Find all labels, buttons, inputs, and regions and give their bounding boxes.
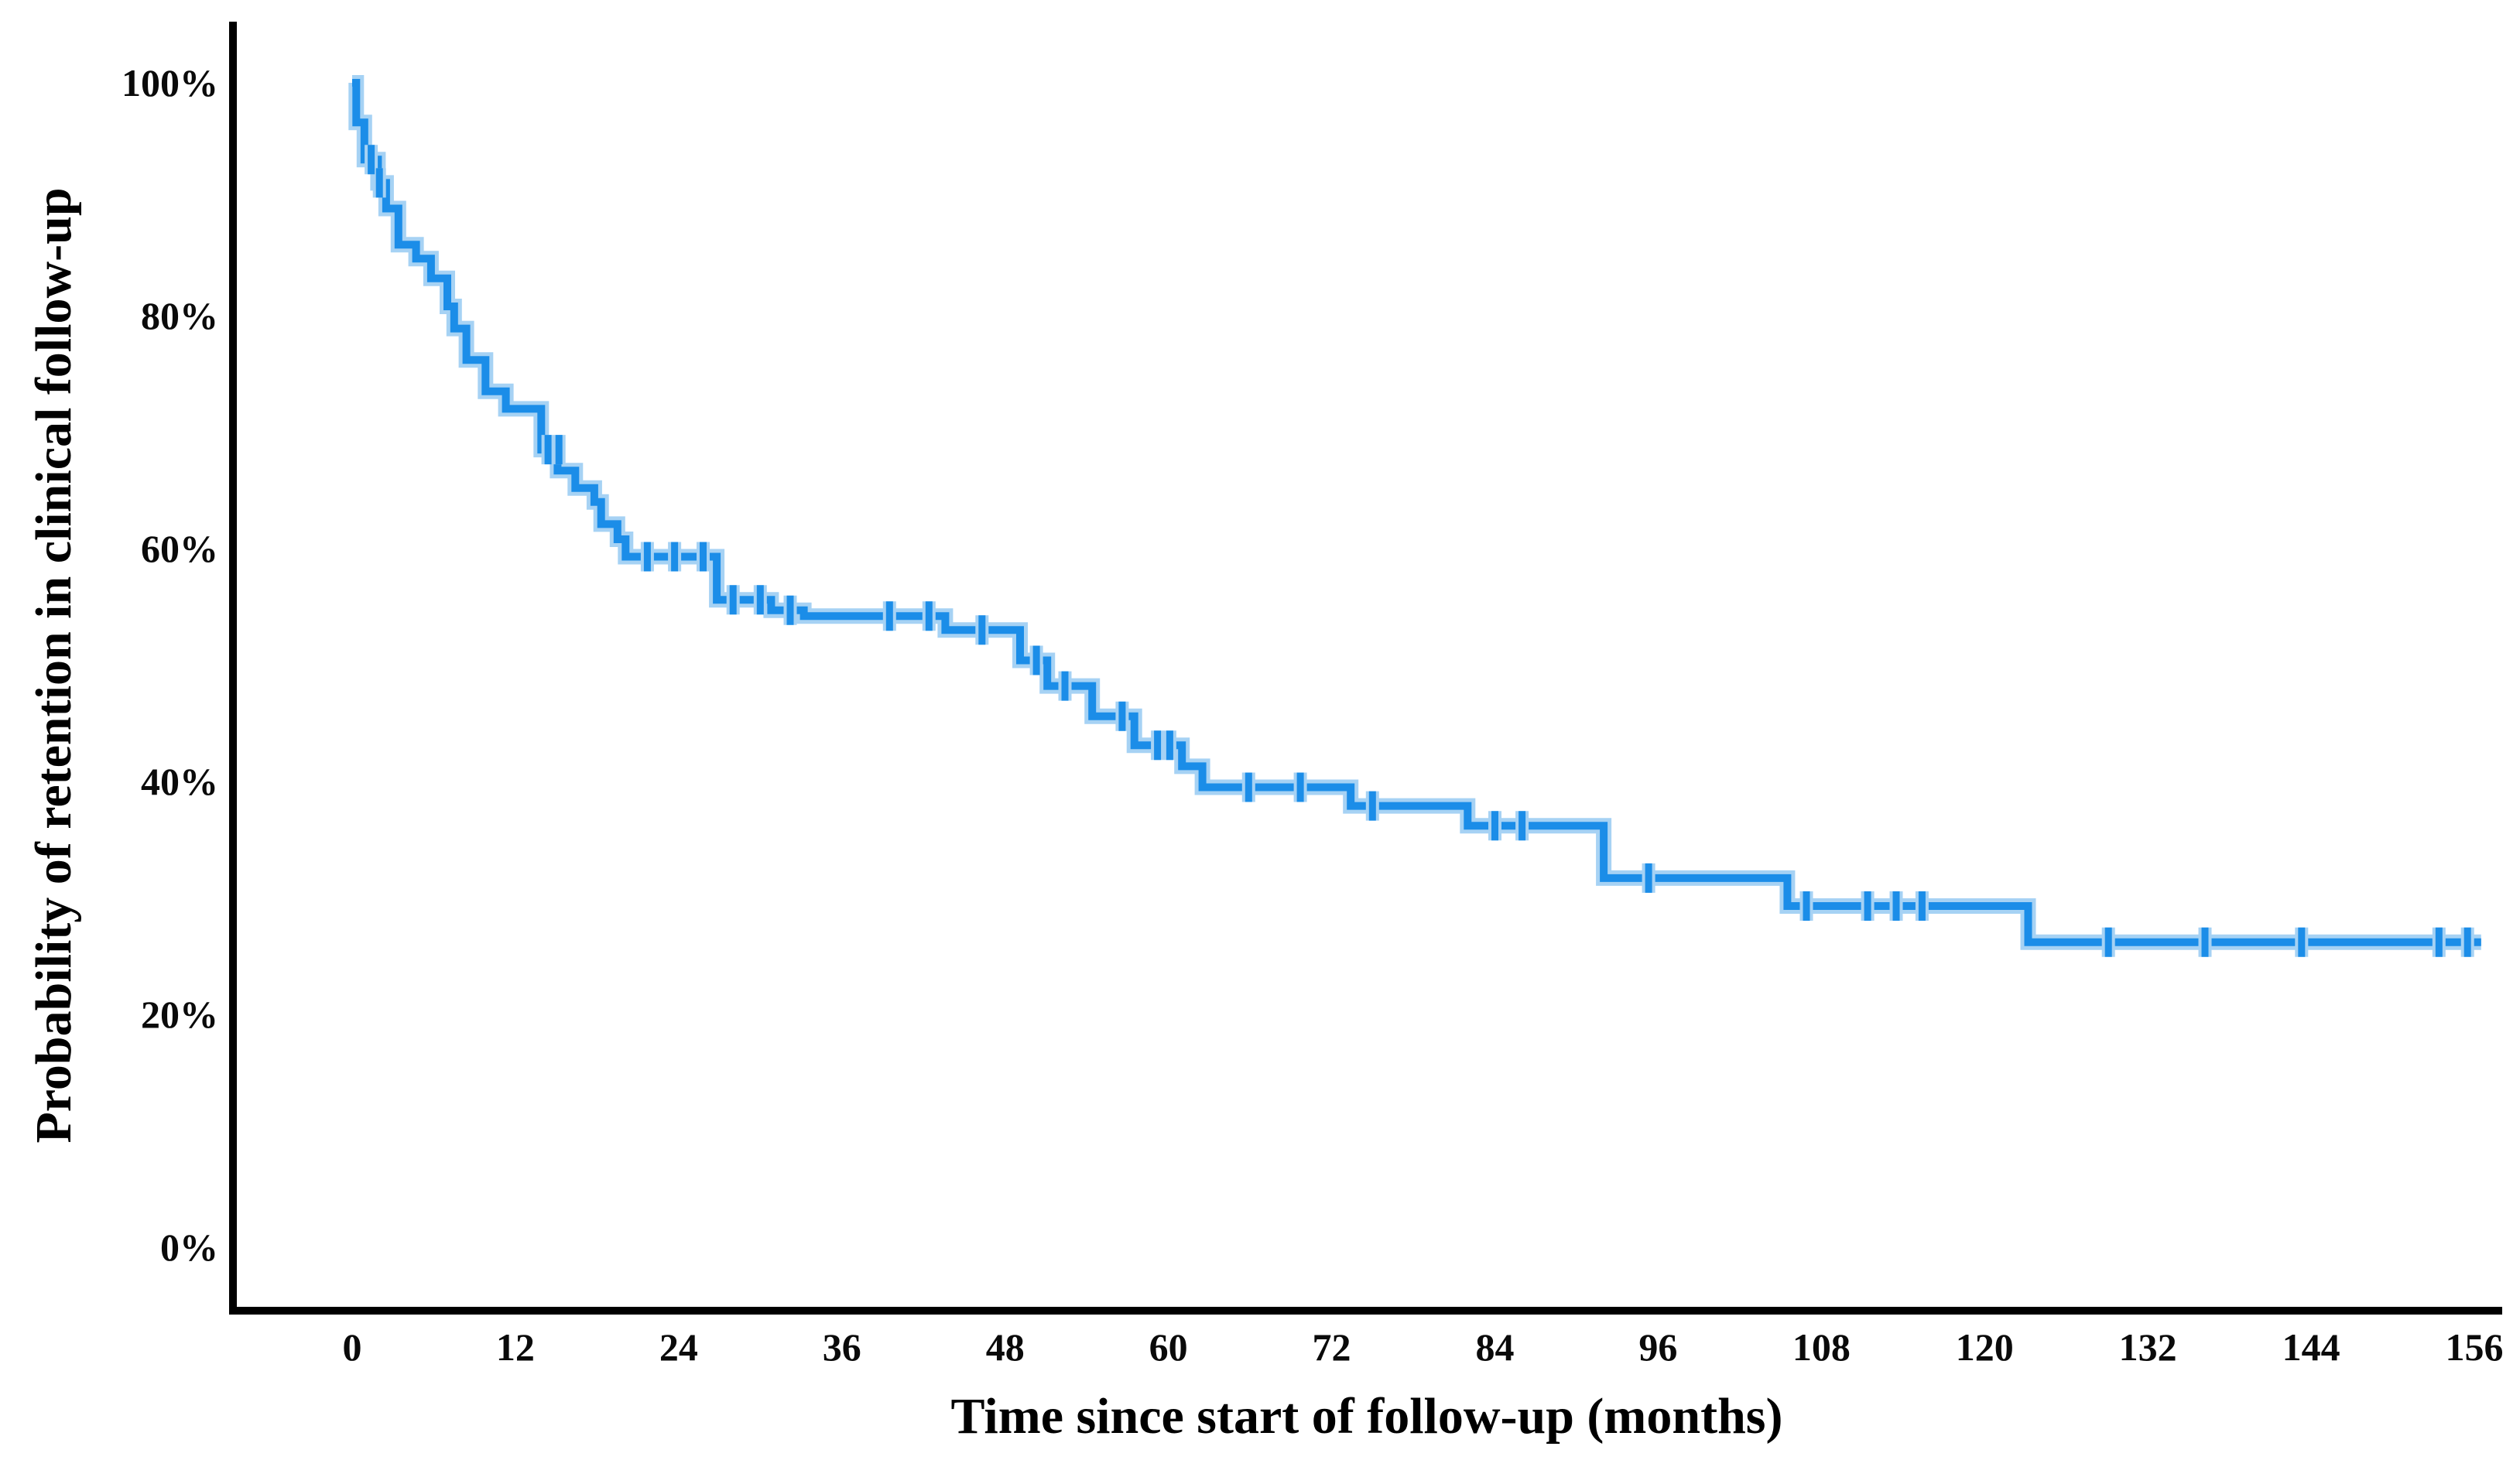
x-tick-label: 0 bbox=[342, 1325, 362, 1369]
x-tick-label: 132 bbox=[2118, 1325, 2177, 1369]
y-axis-title: Probability of retention in clinical fol… bbox=[26, 187, 82, 1144]
x-tick-label: 84 bbox=[1475, 1325, 1515, 1369]
censor-ticks bbox=[368, 145, 2471, 957]
y-tick-label: 100% bbox=[122, 61, 218, 104]
x-tick-label: 144 bbox=[2282, 1325, 2340, 1369]
survival-curve bbox=[352, 79, 2481, 946]
y-tick-label: 40% bbox=[141, 760, 218, 803]
x-tick-label: 72 bbox=[1312, 1325, 1351, 1369]
x-tick-label: 12 bbox=[495, 1325, 535, 1369]
x-axis-title: Time since start of follow-up (months) bbox=[950, 1388, 1783, 1445]
x-tick-label: 120 bbox=[1955, 1325, 2014, 1369]
y-tick-label: 60% bbox=[141, 527, 218, 570]
x-tick-label: 36 bbox=[822, 1325, 861, 1369]
x-tick-label: 48 bbox=[985, 1325, 1025, 1369]
x-tick-label: 96 bbox=[1638, 1325, 1678, 1369]
survival-curve-halo bbox=[348, 75, 2481, 950]
y-tick-label: 20% bbox=[141, 993, 218, 1036]
y-tick-label: 0% bbox=[160, 1226, 218, 1269]
x-tick-label: 156 bbox=[2445, 1325, 2504, 1369]
y-tick-label: 80% bbox=[141, 294, 218, 337]
x-tick-label: 24 bbox=[659, 1325, 698, 1369]
x-tick-label: 108 bbox=[1792, 1325, 1851, 1369]
x-tick-label: 60 bbox=[1149, 1325, 1188, 1369]
